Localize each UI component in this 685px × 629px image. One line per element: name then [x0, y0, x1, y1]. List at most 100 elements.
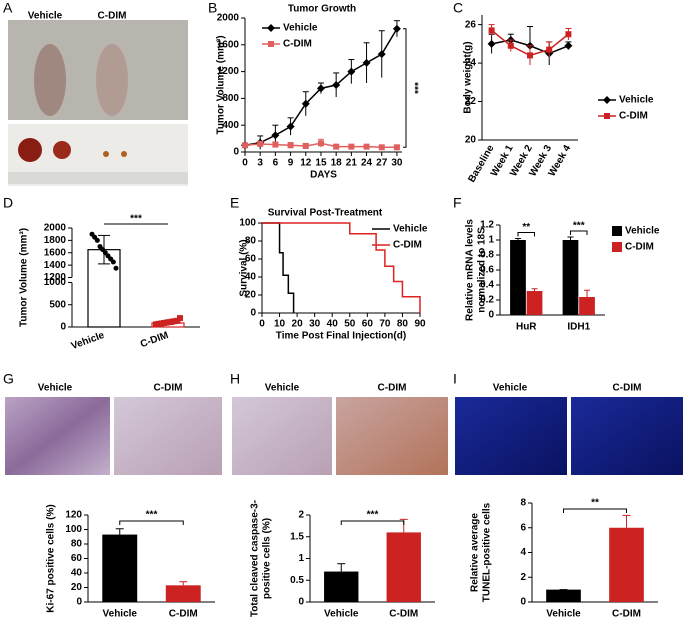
y-tick-label: 1000 — [44, 277, 67, 288]
legend-label: Vehicle — [619, 95, 654, 106]
legend-marker — [267, 24, 275, 32]
y-tick-label: 500 — [49, 299, 66, 310]
survival-curve — [262, 222, 421, 313]
point — [377, 50, 386, 59]
legend-swatch — [612, 226, 622, 236]
legend-label: Vehicle — [625, 226, 660, 237]
x-tick-label: 27 — [376, 158, 388, 169]
bar — [562, 240, 579, 315]
panel-letter: H — [230, 371, 240, 387]
y-tick-label: 0.5 — [290, 575, 304, 586]
y-axis-label: Tumor Volume (mm³) — [216, 35, 227, 134]
x-tick-label: C-DIM — [389, 609, 418, 620]
point — [363, 143, 370, 150]
y-tick-label: 1600 — [44, 247, 67, 258]
point — [393, 144, 400, 151]
point — [301, 99, 310, 108]
x-tick-label: 0 — [242, 158, 248, 169]
y-tick-label: 1.2 — [480, 220, 494, 231]
panel-letter: B — [208, 0, 217, 16]
y-tick-label: 1400 — [44, 260, 67, 271]
panel-letter: E — [230, 195, 239, 211]
y-tick-label: 60 — [71, 553, 83, 564]
x-tick-label: C-DIM — [139, 330, 170, 350]
y-tick-label: 0 — [60, 322, 66, 333]
bar — [609, 527, 644, 602]
y-tick-label: 1600 — [217, 39, 240, 50]
y-tick-label: 8 — [520, 498, 526, 509]
image-label: Vehicle — [493, 383, 528, 394]
point — [487, 39, 496, 48]
x-axis-label: DAYS — [310, 170, 337, 181]
panel-letter: I — [453, 371, 457, 387]
y-axis-label: Relative average — [470, 513, 481, 592]
panel-letter: F — [453, 195, 462, 211]
point — [348, 143, 355, 150]
x-tick-label: 3 — [257, 158, 263, 169]
chart-title: Tumor Growth — [288, 4, 356, 15]
point — [378, 144, 385, 151]
y-tick-label: 1 — [488, 235, 494, 246]
legend-label: C-DIM — [393, 240, 422, 251]
y-axis-label: positive cells (%) — [262, 518, 273, 599]
x-tick-label: Baseline — [466, 143, 496, 185]
x-tick-label: 70 — [379, 319, 391, 330]
point — [113, 265, 119, 271]
point — [287, 142, 294, 149]
image-label: C-DIM — [378, 383, 407, 394]
x-tick-label: 40 — [327, 319, 339, 330]
point — [347, 67, 356, 76]
x-tick-label: 20 — [292, 319, 304, 330]
tumor — [121, 151, 127, 157]
legend-label: Vehicle — [283, 23, 318, 34]
y-tick-label: 1200 — [217, 66, 240, 77]
legend-label: Vehicle — [393, 224, 428, 235]
x-tick-label: C-DIM — [169, 609, 198, 620]
x-tick-label: IDH1 — [567, 322, 590, 333]
x-tick-label: 50 — [344, 319, 356, 330]
point — [392, 24, 401, 33]
x-tick-label: 9 — [288, 158, 294, 169]
image-label: C-DIM — [613, 383, 642, 394]
x-tick-label: 15 — [315, 158, 327, 169]
x-tick-label: 0 — [259, 319, 265, 330]
legend-swatch — [612, 242, 622, 252]
point — [333, 143, 340, 150]
y-axis-label: Body weight(g) — [463, 41, 474, 113]
x-tick-label: Vehicle — [70, 330, 107, 352]
significance-bracket — [517, 232, 536, 237]
y-tick-label: 1800 — [44, 235, 67, 246]
y-tick-label: 120 — [65, 510, 82, 521]
point — [272, 141, 279, 148]
annotation: *** — [408, 82, 419, 94]
y-axis-label: Relative mRNA levels — [465, 219, 476, 321]
tunel-photo — [455, 397, 567, 475]
legend-label: C-DIM — [619, 111, 648, 122]
y-tick-label: 2 — [298, 510, 304, 521]
y-tick-label: 20 — [245, 290, 257, 301]
y-tick-label: 0.2 — [480, 295, 494, 306]
panel-letter: C — [453, 0, 463, 16]
y-tick-label: 20 — [465, 135, 477, 146]
y-tick-label: 4 — [520, 547, 526, 558]
x-tick-label: 12 — [300, 158, 312, 169]
y-axis-label: Total cleaved caspase-3- — [250, 500, 261, 617]
x-tick-label: 6 — [273, 158, 279, 169]
ihc-photo — [114, 397, 222, 475]
tumor — [103, 151, 109, 157]
point — [527, 52, 533, 59]
y-tick-label: 24 — [465, 58, 477, 69]
image-label: C-DIM — [154, 383, 183, 394]
y-tick-label: 40 — [245, 272, 257, 283]
y-tick-label: 80 — [71, 539, 83, 550]
annotation: ** — [522, 222, 530, 233]
annotation: *** — [367, 510, 379, 521]
ruler — [8, 172, 188, 184]
x-tick-label: Vehicle — [324, 609, 359, 620]
bar — [102, 534, 138, 602]
image-label: Vehicle — [265, 383, 300, 394]
point — [546, 46, 553, 53]
point — [488, 27, 495, 34]
y-tick-label: 100 — [65, 524, 82, 535]
y-tick-label: 80 — [245, 236, 257, 247]
